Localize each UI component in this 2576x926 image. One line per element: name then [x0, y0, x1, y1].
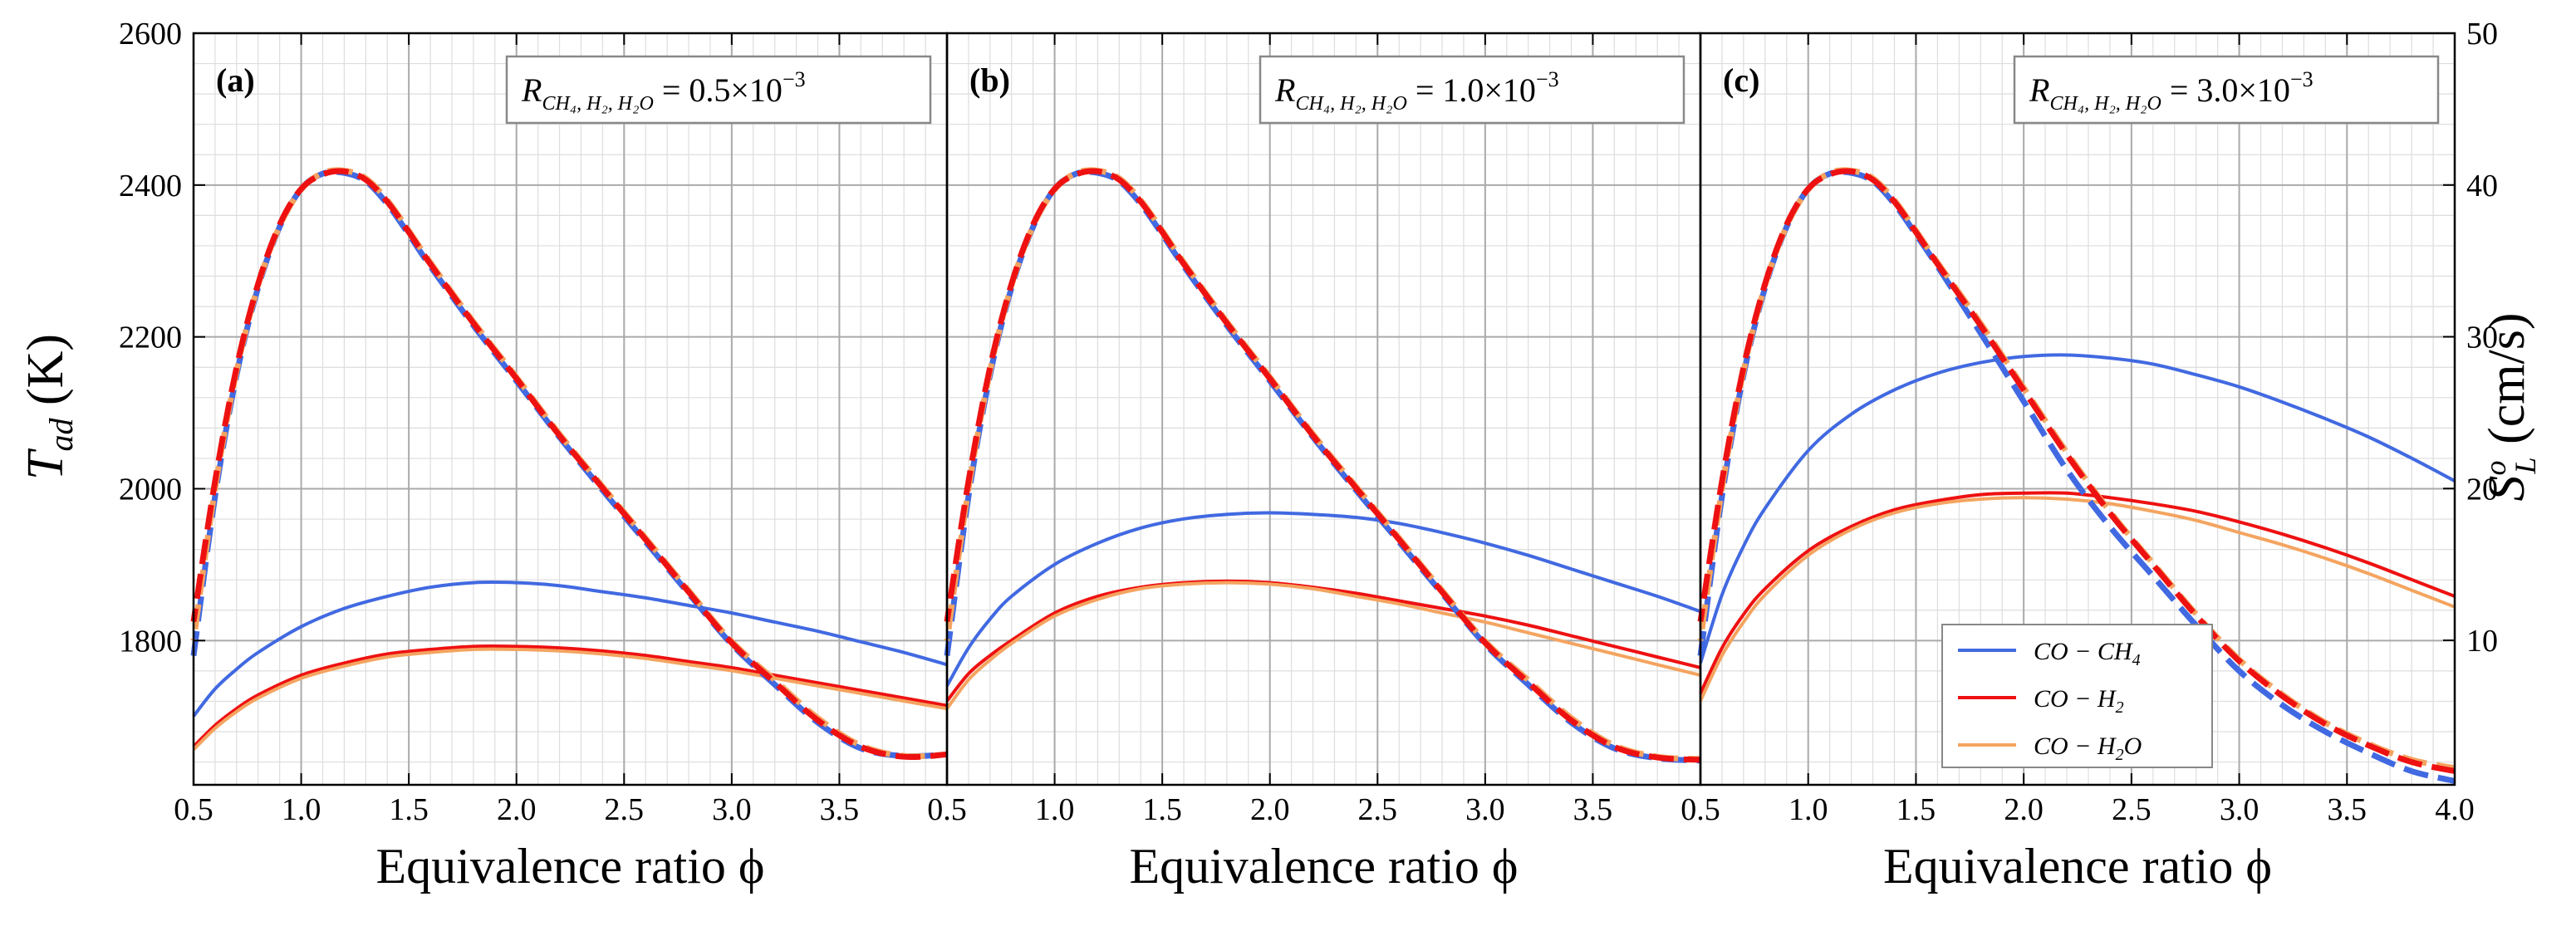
x-tick-label: 3.0 [1465, 792, 1505, 827]
x-tick-label: 1.0 [282, 792, 321, 827]
panel-label: (c) [1723, 61, 1759, 99]
panel-b: 0.5 1.0 1.5 2.0 2.5 3.0 3.5 Equivalence ratio ϕ… [927, 32, 1702, 894]
series-group [190, 167, 948, 761]
x-tick-label: 2.0 [1250, 792, 1290, 827]
major-grid [946, 32, 1701, 785]
annotation-box [1259, 55, 1685, 125]
series-line-co-h2-t-ad [190, 168, 948, 761]
x-axis-title: Equivalence ratio ϕ [375, 839, 764, 894]
annotation-text: RCH₄, H₂, H₂O = 0.5×10−3 [521, 67, 806, 115]
x-axis-title: Equivalence ratio ϕ [1883, 839, 2272, 894]
y-tick-label-right: 10 [2466, 624, 2498, 659]
annotation-exponent: −3 [783, 67, 806, 91]
series-line-co-ch4-s-l [192, 580, 948, 718]
x-tick-label: 1.0 [1035, 792, 1075, 827]
x-tick-label: 0.5 [927, 792, 967, 827]
y-tick-label-right: 20 [2466, 472, 2498, 507]
series-line-co-ch4-s-l [1699, 353, 2456, 664]
x-axis-title: Equivalence ratio ϕ [1129, 839, 1518, 894]
annotation-box [2013, 55, 2440, 125]
annotation-r: R [1274, 71, 1295, 109]
ticks [1700, 32, 2456, 785]
annotation-value: = 1.0×10 [1407, 71, 1536, 109]
panels: 0.5 1.0 1.5 2.0 2.5 3.0 3.5 1800 2000 2200 2400 260… [119, 17, 2498, 894]
series-line-co-ch4-t-ad [190, 169, 948, 760]
legend-label-co-h2: CO − H2 [2034, 685, 2124, 717]
series-line-co-h2o-s-l [1699, 496, 2456, 702]
x-tick-label: 3.5 [1573, 792, 1613, 827]
x-tick-label: 2.5 [2112, 792, 2152, 827]
y-tick-label-right: 30 [2466, 321, 2498, 355]
x-tick-label: 1.5 [1896, 792, 1936, 827]
annotation-text: RCH₄, H₂, H₂O = 3.0×10−3 [2029, 67, 2313, 115]
y-tick-label-left: 2000 [119, 472, 182, 507]
x-tick-label: 1.5 [389, 792, 429, 827]
y-tick-label-right: 50 [2466, 17, 2498, 51]
ticks [946, 33, 1701, 785]
series-line-co-h2-s-l [192, 644, 948, 748]
x-tick-label: 3.5 [2328, 792, 2367, 827]
series-line-co-ch4-t-ad [944, 169, 1701, 764]
x-tick-label: 0.5 [174, 792, 213, 827]
annotation-r: R [521, 71, 542, 109]
series-line-co-h2o-s-l [945, 581, 1701, 710]
legend-label-co-ch4: CO − CH4 [2034, 638, 2141, 669]
annotation-text: RCH₄, H₂, H₂O = 1.0×10−3 [1274, 67, 1559, 115]
y-tick-label-left: 1800 [119, 624, 182, 659]
x-tick-label: 3.0 [712, 792, 752, 827]
annotation-value: = 3.0×10 [2161, 71, 2290, 109]
panel-label: (a) [216, 61, 255, 99]
series-line-co-h2o-t-ad [190, 167, 948, 760]
x-tick-label: 2.0 [497, 792, 537, 827]
y-tick-label-left: 2200 [119, 321, 182, 355]
legend: CO − CH4 CO − H2 CO − H2O [1941, 624, 2213, 768]
annotation-exponent: −3 [2290, 67, 2313, 91]
y-axis-label-left: Tad (K) [17, 334, 80, 480]
annotation-r: R [2029, 71, 2049, 109]
panel-frame [1699, 32, 2456, 786]
x-tick-label: 3.0 [2220, 792, 2260, 827]
y-tick-label-left: 2400 [119, 169, 182, 203]
series-group [944, 167, 1701, 764]
legend-label-co-h2o: CO − H2O [2034, 732, 2142, 764]
x-tick-label: 2.5 [605, 792, 645, 827]
x-tick-label: 3.5 [820, 792, 860, 827]
minor-grid [946, 33, 1701, 785]
y-tick-label-right: 40 [2466, 169, 2498, 203]
panel-frame [945, 32, 1702, 786]
annotation-box [505, 55, 932, 125]
x-tick-label: 0.5 [1681, 792, 1720, 827]
x-tick-label: 2.5 [1358, 792, 1398, 827]
annotation-subscript: CH₄, H₂, H₂O [542, 93, 653, 115]
series-group [1697, 167, 2456, 784]
x-tick-label: 1.0 [1788, 792, 1828, 827]
x-tick-label: 1.5 [1142, 792, 1182, 827]
x-tick-label: 4.0 [2435, 792, 2475, 827]
panel-c: 0.5 1.0 1.5 2.0 2.5 3.0 3.5 4.0 10 20 30 40 50 Equiva… [1681, 17, 2498, 894]
y-axis-label-right: SoL (cm/s) [2479, 313, 2542, 502]
panel-label: (b) [969, 61, 1010, 99]
series-line-co-h2o-s-l [192, 647, 948, 752]
panel-a: 0.5 1.0 1.5 2.0 2.5 3.0 3.5 1800 2000 2200 2400 260… [119, 17, 949, 894]
annotation-value: = 0.5×10 [654, 71, 783, 109]
annotation-subscript: CH₄, H₂, H₂O [2049, 93, 2161, 115]
series-line-co-h2-t-ad [944, 168, 1701, 763]
y-tick-label-left: 2600 [119, 17, 182, 51]
annotation-subscript: CH₄, H₂, H₂O [1295, 93, 1406, 115]
series-line-co-ch4-s-l [945, 511, 1701, 687]
annotation-exponent: −3 [1536, 67, 1559, 91]
x-tick-label: 2.0 [2004, 792, 2044, 827]
series-line-co-h2-s-l [1699, 491, 2456, 694]
series-line-co-h2-t-ad [1697, 168, 2456, 774]
